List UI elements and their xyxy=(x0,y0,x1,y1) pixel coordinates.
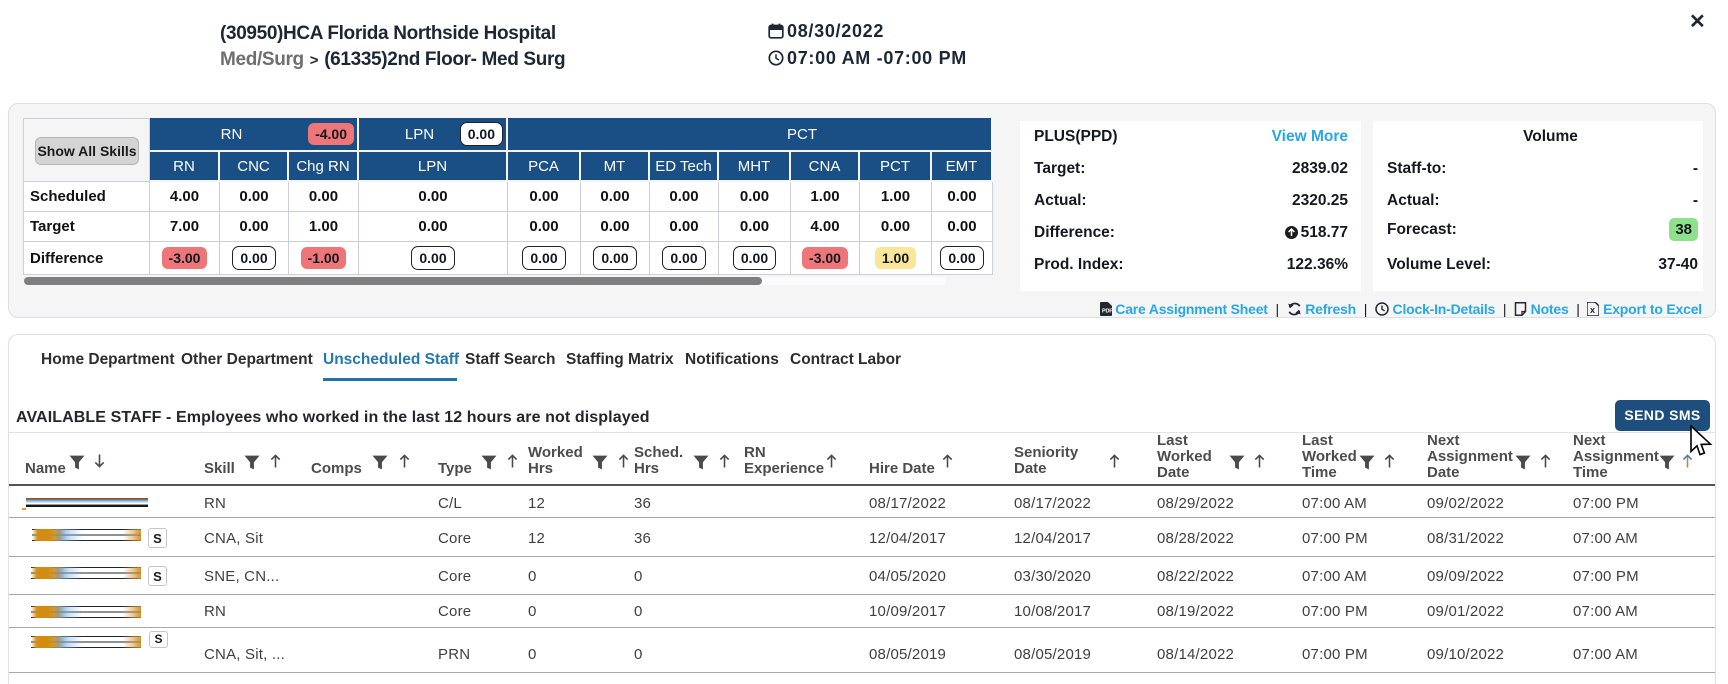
svg-text:PDF: PDF xyxy=(1102,309,1112,315)
svg-text:x: x xyxy=(1590,305,1595,315)
